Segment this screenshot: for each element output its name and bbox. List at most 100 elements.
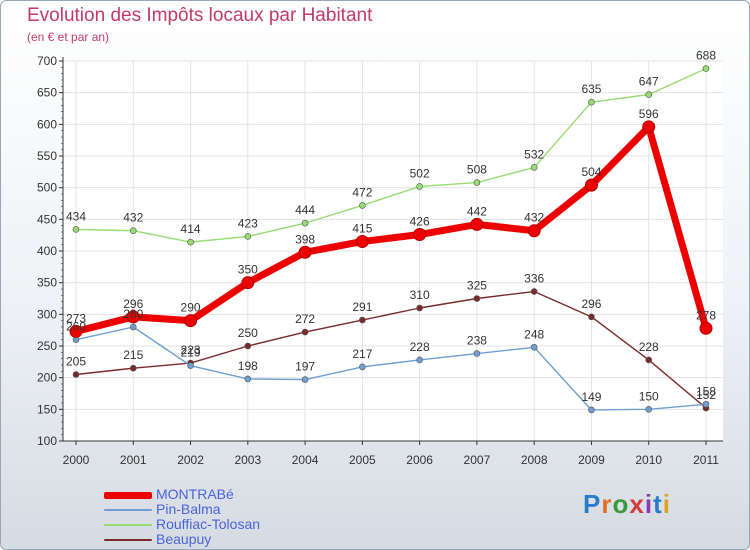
x-tick-label: 2000 [63,453,90,467]
y-tick-label: 500 [37,181,57,195]
x-tick-label: 2006 [406,453,433,467]
data-point [645,91,653,98]
data-point [413,228,427,242]
data-point [244,233,252,240]
data-point [699,321,713,335]
data-point [588,313,595,321]
series-line-0 [72,123,710,335]
y-tick-label: 450 [37,212,57,226]
x-tick-label: 2005 [349,453,376,467]
data-label: 198 [238,359,258,373]
x-tick-label: 2002 [177,453,204,467]
y-tick-label: 250 [37,339,57,353]
series-line-2 [75,67,707,243]
data-label: 238 [467,334,487,348]
data-point [184,314,198,328]
legend-label: Rouffiac-Tolosan [156,516,261,532]
data-point [129,227,137,235]
data-point [530,164,538,171]
legend-label: MONTRABé [156,486,234,502]
legend-swatch-icon [104,524,152,526]
data-point [416,304,423,312]
data-label: 325 [467,279,487,293]
data-label: 217 [352,347,372,361]
series-line-1 [75,326,707,411]
data-label: 152 [696,388,716,402]
data-label: 532 [524,147,544,161]
data-label: 434 [66,209,86,223]
data-label: 273 [66,311,86,325]
data-point [301,219,309,227]
logo-letter: i [662,489,671,519]
y-tick-label: 400 [37,244,57,258]
data-label: 432 [524,211,544,225]
data-label: 508 [467,163,487,177]
data-point [355,235,369,248]
data-point [72,226,80,233]
data-label: 290 [181,301,201,315]
data-point [69,324,83,338]
data-point [301,376,309,383]
x-tick-label: 2007 [464,453,491,467]
data-point [530,288,538,295]
y-tick-label: 350 [37,276,57,290]
data-label: 150 [639,389,659,403]
data-label: 442 [467,204,487,218]
data-label: 504 [581,165,601,179]
y-tick-label: 300 [37,307,57,321]
data-point [301,328,309,336]
data-label: 280 [123,307,143,321]
logo-letter: t [653,489,663,519]
series-line-3 [75,290,707,409]
data-point [244,342,252,350]
data-point [584,178,598,192]
data-point [473,295,481,302]
data-label: 296 [581,297,601,311]
data-label: 423 [238,216,258,230]
data-label: 250 [238,326,258,340]
proxiti-logo: Proxiti [583,489,671,520]
data-label: 647 [639,75,659,89]
data-label: 197 [295,360,315,374]
data-point [702,65,710,72]
data-label: 502 [410,166,430,180]
data-label: 219 [181,346,201,360]
data-point [473,179,481,186]
logo-letter: r [601,489,613,519]
data-point [645,406,653,413]
legend-label: Pin-Balma [156,501,221,517]
data-point [187,238,194,246]
data-point [642,120,656,134]
data-label: 158 [696,384,716,398]
data-point [187,362,194,369]
x-tick-label: 2011 [693,453,719,467]
y-tick-label: 100 [37,434,57,448]
data-point [530,343,538,351]
data-point [416,356,423,364]
data-point [473,350,481,357]
data-label: 228 [639,340,659,354]
chart-title: Evolution des Impôts locaux par Habitant [27,5,373,26]
data-point [416,183,423,190]
data-label: 336 [524,272,544,286]
data-point [702,400,710,408]
data-label: 350 [238,263,258,277]
data-label: 228 [410,340,430,354]
data-label: 596 [639,107,659,121]
logo-letter: o [612,489,630,519]
x-tick-label: 2008 [521,453,548,467]
data-label: 414 [181,222,201,236]
data-point [359,316,366,324]
data-point [72,371,80,378]
data-label: 291 [352,300,372,314]
data-label: 296 [123,297,143,311]
legend-label: Beaupuy [156,531,212,547]
logo-letter: P [583,489,602,519]
legend-swatch-icon [104,492,152,499]
data-point [129,364,137,372]
data-point [298,245,312,259]
data-point [470,217,484,231]
data-label: 444 [295,203,315,217]
data-point [527,224,541,238]
